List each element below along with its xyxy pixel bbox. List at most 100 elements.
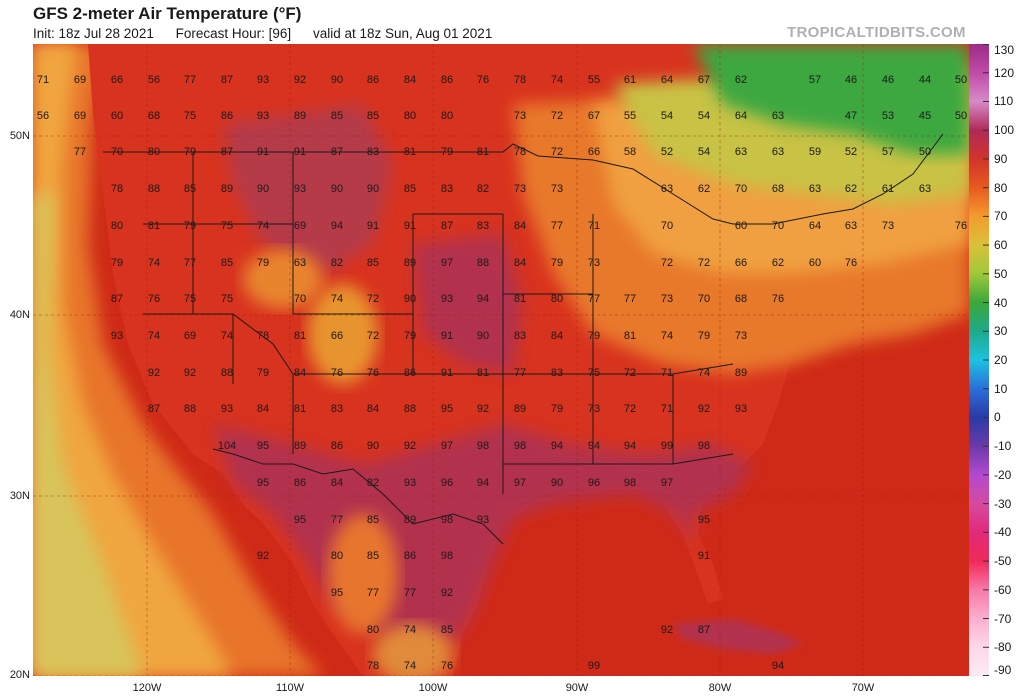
station-value: 76	[476, 74, 490, 86]
station-value: 74	[220, 330, 234, 342]
station-value: 46	[881, 74, 895, 86]
lon-label-70w: 70W	[851, 682, 875, 694]
station-value: 54	[697, 110, 711, 122]
color-scale-label: 60	[994, 238, 1008, 253]
station-value: 98	[440, 550, 454, 562]
station-value: 93	[293, 183, 307, 195]
station-value: 89	[513, 403, 527, 415]
station-value: 83	[440, 183, 454, 195]
color-scale-label: -80	[994, 640, 1012, 655]
station-value: 87	[440, 220, 454, 232]
station-value: 83	[330, 403, 344, 415]
station-value: 70	[771, 220, 785, 232]
station-value: 77	[183, 257, 197, 269]
station-value: 72	[697, 257, 711, 269]
color-scale-label: -30	[994, 496, 1012, 511]
station-value: 94	[476, 477, 490, 489]
station-value: 55	[587, 74, 601, 86]
station-value: 81	[293, 330, 307, 342]
station-value: 97	[440, 257, 454, 269]
station-value: 52	[844, 146, 858, 158]
station-value: 81	[293, 403, 307, 415]
color-scale-label: 100	[994, 123, 1015, 138]
station-value: 75	[183, 110, 197, 122]
station-value: 86	[403, 550, 417, 562]
station-value: 54	[660, 110, 674, 122]
station-value: 90	[403, 293, 417, 305]
station-value: 85	[366, 514, 380, 526]
station-value: 93	[440, 293, 454, 305]
station-value: 81	[513, 293, 527, 305]
station-value: 50	[954, 74, 968, 86]
station-value: 92	[256, 550, 270, 562]
lat-label-50n: 50N	[9, 130, 30, 142]
station-value: 77	[403, 587, 417, 599]
station-value: 77	[587, 293, 601, 305]
station-value: 74	[697, 367, 711, 379]
station-value: 91	[403, 220, 417, 232]
station-value: 69	[183, 330, 197, 342]
cool-mexico-plateau	[328, 514, 398, 634]
station-value: 73	[587, 403, 601, 415]
station-value: 70	[660, 220, 674, 232]
color-scale-label: -50	[994, 554, 1012, 569]
station-value: 94	[771, 660, 785, 672]
station-value: 63	[734, 146, 748, 158]
station-value: 79	[256, 367, 270, 379]
color-scale-bar	[969, 44, 989, 676]
color-scale-gradient	[969, 44, 989, 676]
station-value: 63	[771, 146, 785, 158]
station-value: 72	[550, 146, 564, 158]
station-value: 97	[440, 440, 454, 452]
station-value: 104	[217, 440, 237, 452]
station-value: 78	[513, 146, 527, 158]
station-value: 74	[330, 293, 344, 305]
station-value: 45	[918, 110, 932, 122]
station-value: 85	[366, 550, 380, 562]
station-value: 95	[293, 514, 307, 526]
station-value: 80	[330, 550, 344, 562]
color-scale-label: 110	[994, 94, 1014, 109]
station-value: 93	[256, 74, 270, 86]
station-value: 75	[220, 293, 234, 305]
station-value: 75	[183, 293, 197, 305]
station-value: 85	[183, 183, 197, 195]
station-value: 93	[734, 403, 748, 415]
station-value: 82	[366, 477, 380, 489]
station-value: 66	[734, 257, 748, 269]
station-value: 86	[220, 110, 234, 122]
station-value: 60	[808, 257, 822, 269]
cool-rockies	[243, 249, 323, 309]
station-value: 88	[183, 403, 197, 415]
graticule	[33, 44, 969, 676]
cuba	[673, 619, 803, 654]
station-value: 87	[330, 146, 344, 158]
station-value: 88	[403, 403, 417, 415]
station-value: 77	[366, 587, 380, 599]
lat-label-30n: 30N	[9, 490, 30, 502]
station-value: 56	[147, 74, 161, 86]
station-value: 89	[293, 110, 307, 122]
station-value: 80	[366, 624, 380, 636]
station-value: 87	[147, 403, 161, 415]
station-value: 79	[183, 146, 197, 158]
station-value: 74	[403, 660, 417, 672]
station-value: 89	[734, 367, 748, 379]
station-value: 80	[403, 110, 417, 122]
station-value: 74	[403, 624, 417, 636]
station-value: 66	[330, 330, 344, 342]
station-value: 74	[550, 74, 564, 86]
station-value: 81	[476, 367, 490, 379]
station-value: 84	[513, 257, 527, 269]
station-value: 94	[476, 293, 490, 305]
station-value: 79	[183, 220, 197, 232]
station-value: 69	[73, 74, 87, 86]
station-value: 84	[366, 403, 380, 415]
station-value: 95	[256, 477, 270, 489]
station-value: 87	[220, 146, 234, 158]
color-scale-label: -60	[994, 582, 1012, 597]
station-value: 77	[183, 74, 197, 86]
station-value: 79	[256, 257, 270, 269]
station-value: 73	[587, 257, 601, 269]
station-value: 74	[147, 257, 161, 269]
